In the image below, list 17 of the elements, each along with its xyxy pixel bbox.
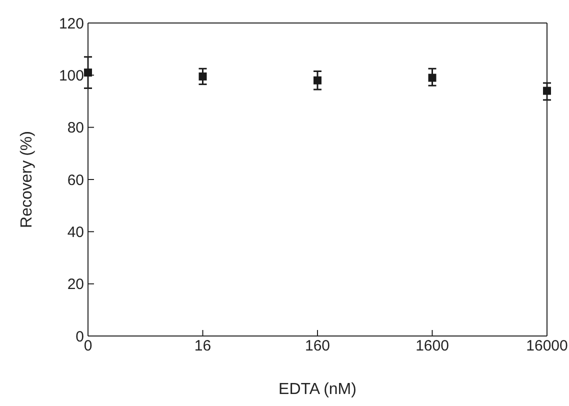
point [198, 72, 207, 80]
x-tick-label: 160 [304, 338, 330, 355]
y-tick-label: 60 [67, 172, 84, 189]
x-axis-title: EDTA (nM) [278, 381, 356, 398]
x-tick-label: 16000 [526, 338, 568, 355]
point [84, 68, 92, 77]
y-tick-label: 80 [67, 120, 84, 137]
y-axis-title: Recovery (%) [18, 131, 36, 228]
x-tick-label: 1600 [416, 338, 449, 355]
x-tick-label: 16 [194, 338, 212, 355]
point [314, 76, 322, 84]
point [428, 74, 436, 82]
point [543, 86, 551, 95]
y-tick-label: 20 [67, 276, 84, 294]
y-tick-label: 40 [67, 224, 84, 241]
y-tick-label: 100 [58, 67, 84, 84]
y-tick-label: 120 [58, 15, 84, 32]
